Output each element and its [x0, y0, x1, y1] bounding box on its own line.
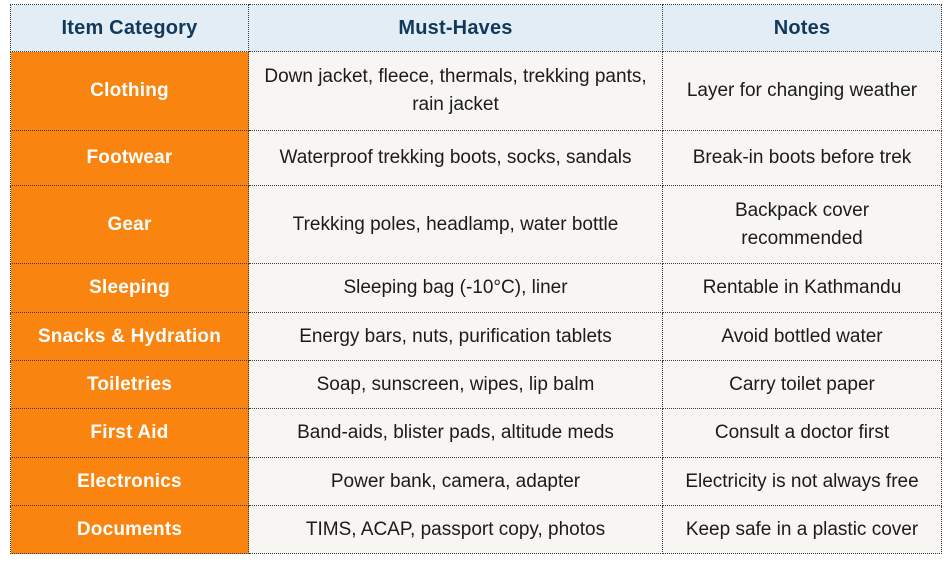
- notes-cell: Backpack cover recommended: [662, 185, 942, 264]
- column-header-notes: Notes: [662, 4, 942, 52]
- notes-cell: Consult a doctor first: [662, 408, 942, 458]
- table-row: Snacks & Hydration Energy bars, nuts, pur…: [10, 312, 942, 361]
- table-header-row: Item Category Must-Haves Notes: [10, 4, 942, 52]
- table-row: Sleeping Sleeping bag (-10°C), liner Renta…: [10, 263, 942, 313]
- must-haves-cell: Trekking poles, headlamp, water bottle: [248, 185, 663, 264]
- must-haves-cell: Power bank, camera, adapter: [248, 457, 663, 506]
- notes-cell: Rentable in Kathmandu: [662, 263, 942, 313]
- must-haves-cell: Soap, sunscreen, wipes, lip balm: [248, 360, 663, 409]
- must-haves-cell: Sleeping bag (-10°C), liner: [248, 263, 663, 313]
- must-haves-cell: Energy bars, nuts, purification tablets: [248, 312, 663, 361]
- must-haves-cell: Waterproof trekking boots, socks, sandal…: [248, 130, 663, 186]
- notes-cell: Layer for changing weather: [662, 51, 942, 131]
- table-row: Toiletries Soap, sunscreen, wipes, lip ba…: [10, 360, 942, 409]
- notes-cell: Break-in boots before trek: [662, 130, 942, 186]
- category-cell: Snacks & Hydration: [10, 312, 249, 361]
- table-row: First Aid Band-aids, blister pads, altitu…: [10, 408, 942, 458]
- category-cell: Electronics: [10, 457, 249, 506]
- notes-cell: Carry toilet paper: [662, 360, 942, 409]
- category-cell: Clothing: [10, 51, 249, 131]
- category-cell: Sleeping: [10, 263, 249, 313]
- table-row: Footwear Waterproof trekking boots, socks…: [10, 130, 942, 186]
- packing-list-table: Item Category Must-Haves Notes Clothing D…: [10, 4, 942, 554]
- notes-cell: Electricity is not always free: [662, 457, 942, 506]
- must-haves-cell: Down jacket, fleece, thermals, trekking …: [248, 51, 663, 131]
- notes-cell: Avoid bottled water: [662, 312, 942, 361]
- must-haves-cell: Band-aids, blister pads, altitude meds: [248, 408, 663, 458]
- table-row: Gear Trekking poles, headlamp, water bott…: [10, 185, 942, 264]
- table-row: Documents TIMS, ACAP, passport copy, phot…: [10, 505, 942, 554]
- notes-cell: Keep safe in a plastic cover: [662, 505, 942, 554]
- column-header-must-haves: Must-Haves: [248, 4, 663, 52]
- category-cell: Gear: [10, 185, 249, 264]
- category-cell: First Aid: [10, 408, 249, 458]
- column-header-item-category: Item Category: [10, 4, 249, 52]
- must-haves-cell: TIMS, ACAP, passport copy, photos: [248, 505, 663, 554]
- category-cell: Toiletries: [10, 360, 249, 409]
- category-cell: Footwear: [10, 130, 249, 186]
- category-cell: Documents: [10, 505, 249, 554]
- table-row: Electronics Power bank, camera, adapter El…: [10, 457, 942, 506]
- table-body: Clothing Down jacket, fleece, thermals, t…: [10, 51, 942, 554]
- table-row: Clothing Down jacket, fleece, thermals, t…: [10, 51, 942, 131]
